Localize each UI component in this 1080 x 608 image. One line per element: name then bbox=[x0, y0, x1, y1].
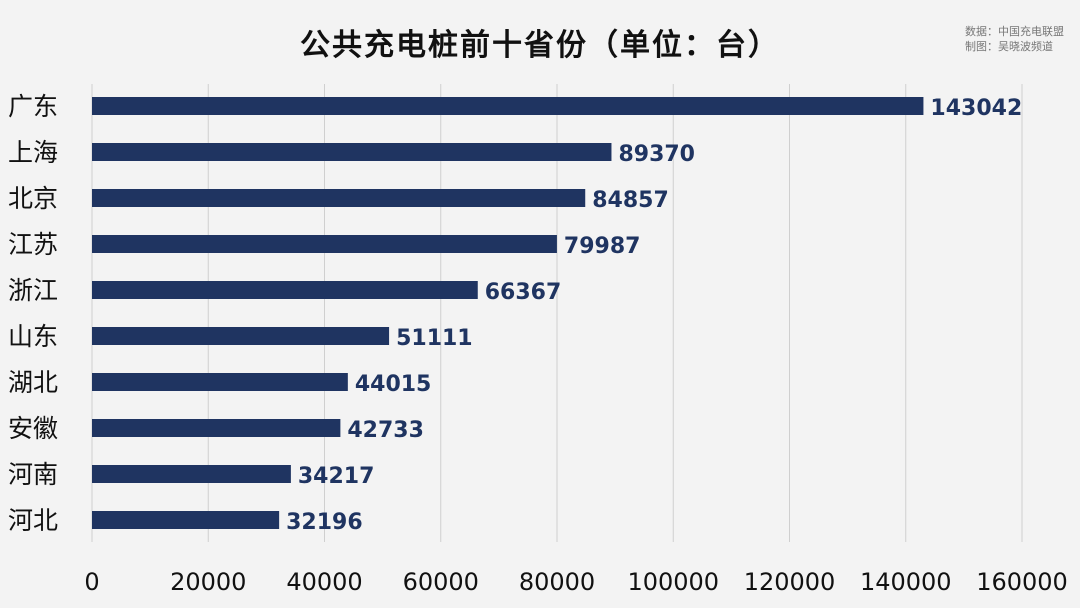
bar bbox=[92, 143, 612, 161]
data-label: 79987 bbox=[564, 234, 641, 259]
bar bbox=[92, 327, 390, 345]
category-label: 江苏 bbox=[8, 230, 58, 259]
data-label: 84857 bbox=[592, 188, 669, 213]
category-label: 湖北 bbox=[8, 368, 58, 397]
bar bbox=[92, 373, 348, 391]
bar bbox=[92, 97, 924, 115]
data-label: 89370 bbox=[618, 142, 695, 167]
bar bbox=[92, 419, 341, 437]
bar bbox=[92, 465, 291, 483]
source-line-author: 制图：吴晓波频道 bbox=[965, 40, 1053, 53]
bar bbox=[92, 235, 557, 253]
category-label: 北京 bbox=[8, 184, 58, 213]
data-label: 32196 bbox=[286, 510, 363, 535]
category-label: 上海 bbox=[8, 138, 58, 167]
bar bbox=[92, 281, 478, 299]
data-label: 66367 bbox=[485, 280, 562, 305]
x-tick-label: 80000 bbox=[519, 568, 595, 596]
source-note: 数据：中国充电联盟 制图：吴晓波频道 bbox=[965, 24, 1064, 54]
category-label: 浙江 bbox=[8, 276, 58, 305]
bar bbox=[92, 189, 586, 207]
x-tick-label: 60000 bbox=[403, 568, 479, 596]
data-label: 34217 bbox=[298, 464, 375, 489]
category-label: 山东 bbox=[8, 322, 58, 351]
x-tick-label: 120000 bbox=[744, 568, 836, 596]
category-label: 河北 bbox=[8, 506, 58, 535]
data-label: 51111 bbox=[396, 326, 473, 351]
bar bbox=[92, 511, 280, 529]
x-tick-label: 160000 bbox=[976, 568, 1068, 596]
data-label: 42733 bbox=[347, 418, 424, 443]
x-tick-label: 100000 bbox=[627, 568, 719, 596]
chart-title: 公共充电桩前十省份（单位：台） bbox=[300, 28, 780, 63]
x-tick-label: 40000 bbox=[286, 568, 362, 596]
data-label: 143042 bbox=[930, 96, 1022, 121]
data-label: 44015 bbox=[355, 372, 432, 397]
x-tick-label: 20000 bbox=[170, 568, 246, 596]
source-line-data: 数据：中国充电联盟 bbox=[965, 25, 1064, 38]
x-tick-label: 0 bbox=[84, 568, 99, 596]
category-label: 河南 bbox=[8, 460, 58, 489]
x-tick-label: 140000 bbox=[860, 568, 952, 596]
category-label: 安徽 bbox=[8, 414, 58, 443]
category-label: 广东 bbox=[8, 92, 58, 121]
